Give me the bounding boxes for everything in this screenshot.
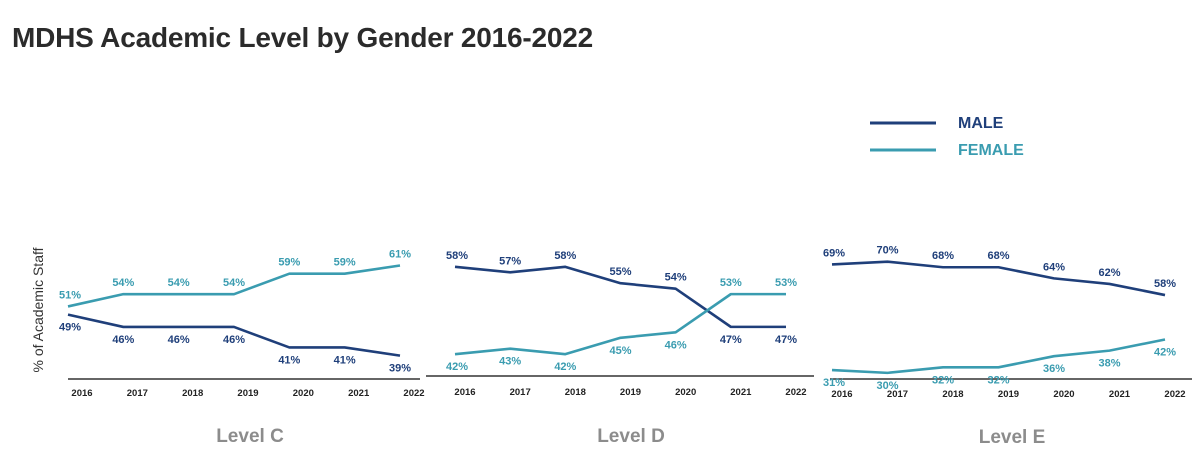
- data-label: 38%: [1098, 358, 1120, 370]
- x-tick-label: 2018: [182, 388, 203, 399]
- data-label: 57%: [499, 255, 521, 267]
- x-tick-label: 2019: [998, 389, 1019, 400]
- x-tick-label: 2018: [565, 387, 586, 398]
- x-tick-label: 2021: [1109, 389, 1131, 400]
- data-label: 41%: [334, 354, 356, 366]
- data-label: 47%: [775, 334, 797, 346]
- y-axis-label: % of Academic Staff: [30, 247, 46, 372]
- series-line-female: [831, 338, 1166, 375]
- data-label: 47%: [720, 334, 742, 346]
- series-line-male: [454, 265, 786, 329]
- x-tick-label: 2020: [293, 388, 314, 399]
- data-label: 54%: [665, 272, 687, 284]
- chart-title: MDHS Academic Level by Gender 2016-2022: [12, 22, 593, 53]
- data-label: 58%: [446, 250, 468, 262]
- series-line-female: [454, 292, 786, 356]
- x-tick-label: 2018: [942, 389, 963, 400]
- x-tick-label: 2016: [454, 387, 475, 398]
- data-label: 51%: [59, 289, 81, 301]
- data-label: 53%: [775, 277, 797, 289]
- data-label: 31%: [823, 377, 845, 389]
- data-label: 46%: [223, 334, 245, 346]
- x-tick-label: 2021: [730, 387, 752, 398]
- data-label: 36%: [1043, 363, 1065, 375]
- x-tick-label: 2020: [675, 387, 696, 398]
- data-label: 45%: [609, 345, 631, 357]
- chart-panels: 2016 2017 2018 2019 2020 2021 2022 49% 46% 46% 46%…: [59, 245, 1192, 448]
- series-line-male: [831, 260, 1166, 297]
- x-tick-label: 2021: [348, 388, 370, 399]
- panel-level-e: 2016 2017 2018 2019 2020 2021 2022 69% 70% 68% 68%…: [823, 245, 1192, 448]
- data-label: 32%: [932, 374, 954, 386]
- panel-title-level-c: Level C: [216, 426, 284, 447]
- data-label: 64%: [1043, 261, 1065, 273]
- x-tick-label: 2017: [887, 389, 908, 400]
- x-tick-label: 2022: [1164, 389, 1185, 400]
- legend: MALE FEMALE: [870, 115, 1024, 159]
- data-label: 42%: [1154, 347, 1176, 359]
- x-tick-label: 2019: [237, 388, 258, 399]
- data-label: 46%: [168, 334, 190, 346]
- data-label: 30%: [876, 380, 898, 392]
- data-label: 46%: [112, 334, 134, 346]
- legend-male-label: MALE: [958, 115, 1004, 132]
- data-label: 54%: [168, 277, 190, 289]
- series-line-male: [67, 313, 401, 357]
- panel-title-level-e: Level E: [979, 427, 1046, 448]
- data-label: 49%: [59, 322, 81, 334]
- x-tick-label: 2016: [831, 389, 852, 400]
- data-label: 54%: [112, 277, 134, 289]
- x-tick-label: 2019: [620, 387, 641, 398]
- data-label: 39%: [389, 363, 411, 375]
- data-label: 43%: [499, 356, 521, 368]
- data-label: 68%: [987, 250, 1009, 262]
- panel-level-d: 2016 2017 2018 2019 2020 2021 2022 58% 57% 58% 55%…: [426, 250, 814, 447]
- data-label: 59%: [278, 257, 300, 269]
- data-label: 32%: [987, 374, 1009, 386]
- data-label: 54%: [223, 277, 245, 289]
- data-label: 70%: [876, 245, 898, 257]
- data-label: 58%: [554, 250, 576, 262]
- x-tick-label: 2017: [127, 388, 148, 399]
- data-label: 41%: [278, 354, 300, 366]
- data-label: 62%: [1098, 267, 1120, 279]
- x-tick-label: 2017: [510, 387, 531, 398]
- data-label: 59%: [334, 257, 356, 269]
- data-label: 42%: [446, 361, 468, 373]
- data-label: 53%: [720, 277, 742, 289]
- x-tick-label: 2022: [785, 387, 806, 398]
- data-label: 61%: [389, 248, 411, 260]
- x-tick-label: 2020: [1053, 389, 1074, 400]
- x-tick-label: 2016: [71, 388, 92, 399]
- data-label: 69%: [823, 247, 845, 259]
- panel-level-c: 2016 2017 2018 2019 2020 2021 2022 49% 46% 46% 46%…: [59, 248, 425, 447]
- series-line-female: [67, 264, 401, 308]
- data-label: 55%: [609, 266, 631, 278]
- data-label: 58%: [1154, 278, 1176, 290]
- x-tick-label: 2022: [403, 388, 424, 399]
- legend-female-label: FEMALE: [958, 142, 1024, 159]
- data-label: 42%: [554, 361, 576, 373]
- data-label: 46%: [665, 339, 687, 351]
- data-label: 68%: [932, 250, 954, 262]
- panel-title-level-d: Level D: [597, 426, 665, 447]
